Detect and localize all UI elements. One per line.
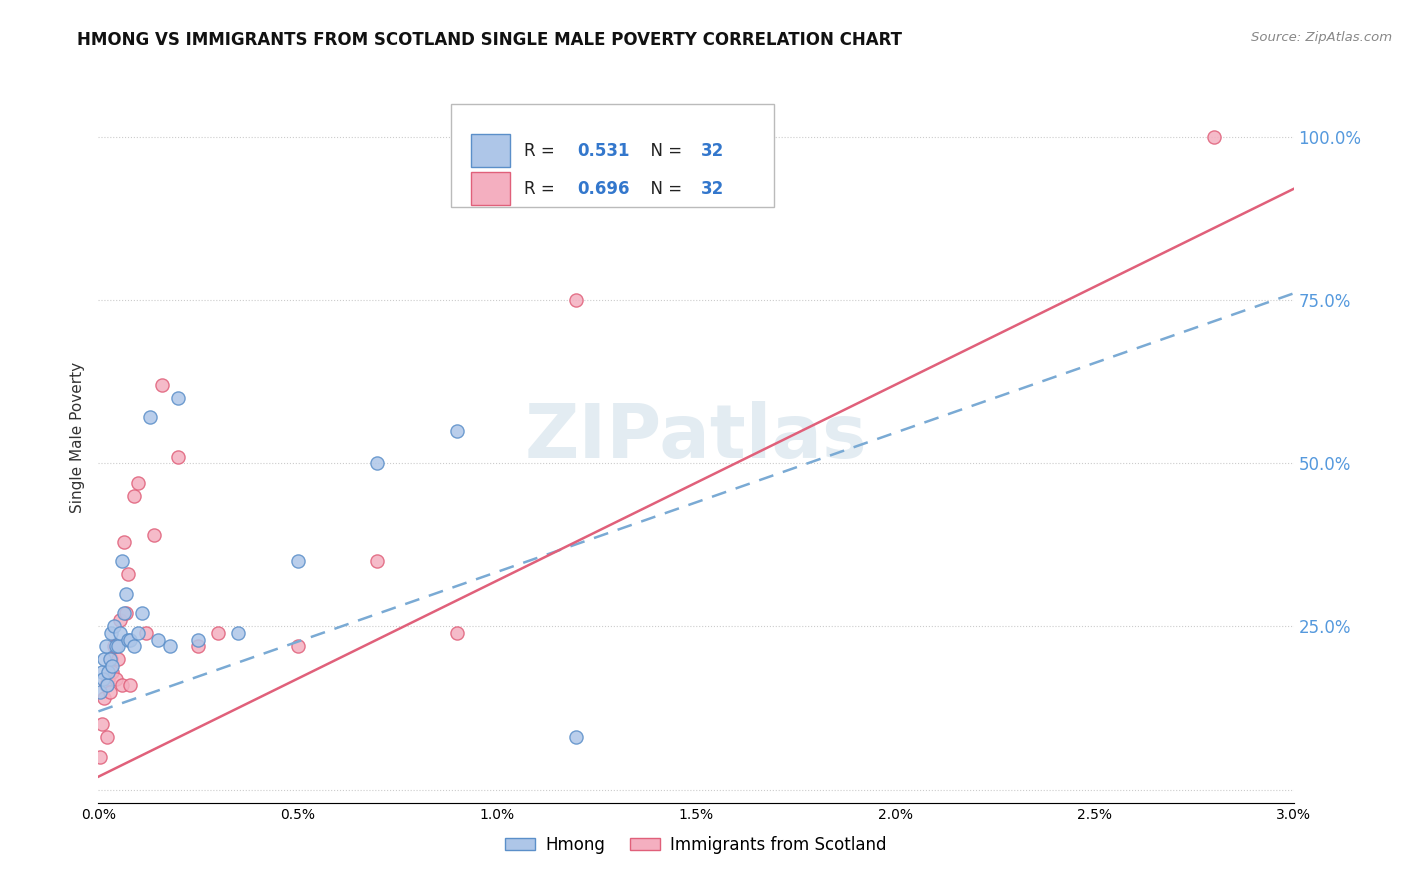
- Point: [112, 607, 135, 621]
- Point: [446, 626, 468, 640]
- FancyBboxPatch shape: [471, 172, 509, 205]
- Text: N =: N =: [640, 180, 688, 198]
- Point: [100, 626, 122, 640]
- Point: [97, 665, 120, 680]
- Point: [107, 639, 129, 653]
- Point: [167, 391, 190, 405]
- Point: [111, 554, 134, 568]
- Text: ZIPatlas: ZIPatlas: [524, 401, 868, 474]
- Point: [127, 475, 149, 490]
- Point: [91, 672, 114, 686]
- Point: [89, 750, 111, 764]
- Point: [287, 639, 309, 653]
- Point: [159, 639, 181, 653]
- Point: [112, 534, 135, 549]
- Point: [226, 626, 249, 640]
- Point: [96, 678, 118, 692]
- Point: [103, 639, 125, 653]
- Point: [187, 632, 209, 647]
- Point: [117, 567, 139, 582]
- Point: [105, 639, 128, 653]
- Point: [139, 410, 162, 425]
- Point: [167, 450, 190, 464]
- Point: [93, 691, 115, 706]
- Legend: Hmong, Immigrants from Scotland: Hmong, Immigrants from Scotland: [499, 829, 893, 860]
- Text: 0.531: 0.531: [578, 142, 630, 160]
- Point: [120, 632, 142, 647]
- Point: [148, 632, 170, 647]
- Point: [105, 672, 128, 686]
- Point: [724, 129, 747, 144]
- Point: [96, 639, 118, 653]
- Point: [101, 658, 124, 673]
- Point: [565, 731, 588, 745]
- Point: [101, 665, 124, 680]
- Text: HMONG VS IMMIGRANTS FROM SCOTLAND SINGLE MALE POVERTY CORRELATION CHART: HMONG VS IMMIGRANTS FROM SCOTLAND SINGLE…: [77, 31, 903, 49]
- Y-axis label: Single Male Poverty: Single Male Poverty: [70, 361, 86, 513]
- Point: [446, 424, 468, 438]
- Point: [110, 626, 132, 640]
- Point: [98, 685, 122, 699]
- Point: [107, 652, 129, 666]
- Point: [366, 554, 388, 568]
- Point: [110, 613, 132, 627]
- Point: [111, 678, 134, 692]
- Point: [150, 377, 173, 392]
- FancyBboxPatch shape: [451, 104, 773, 207]
- Text: 32: 32: [700, 180, 724, 198]
- Point: [124, 489, 146, 503]
- Point: [143, 528, 166, 542]
- Point: [96, 678, 118, 692]
- Point: [207, 626, 229, 640]
- Text: Source: ZipAtlas.com: Source: ZipAtlas.com: [1251, 31, 1392, 45]
- Point: [366, 456, 388, 470]
- Point: [1202, 129, 1225, 144]
- Point: [96, 731, 118, 745]
- FancyBboxPatch shape: [471, 135, 509, 167]
- Text: R =: R =: [524, 142, 560, 160]
- Text: R =: R =: [524, 180, 560, 198]
- Point: [103, 619, 125, 633]
- Point: [100, 652, 122, 666]
- Point: [89, 685, 111, 699]
- Point: [91, 665, 114, 680]
- Text: 0.696: 0.696: [578, 180, 630, 198]
- Text: 32: 32: [700, 142, 724, 160]
- Point: [565, 293, 588, 307]
- Point: [91, 717, 114, 731]
- Point: [98, 652, 122, 666]
- Point: [287, 554, 309, 568]
- Text: N =: N =: [640, 142, 688, 160]
- Point: [127, 626, 149, 640]
- Point: [117, 632, 139, 647]
- Point: [135, 626, 157, 640]
- Point: [97, 672, 120, 686]
- Point: [93, 652, 115, 666]
- Point: [124, 639, 146, 653]
- Point: [131, 607, 153, 621]
- Point: [115, 587, 138, 601]
- Point: [187, 639, 209, 653]
- Point: [120, 678, 142, 692]
- Point: [115, 607, 138, 621]
